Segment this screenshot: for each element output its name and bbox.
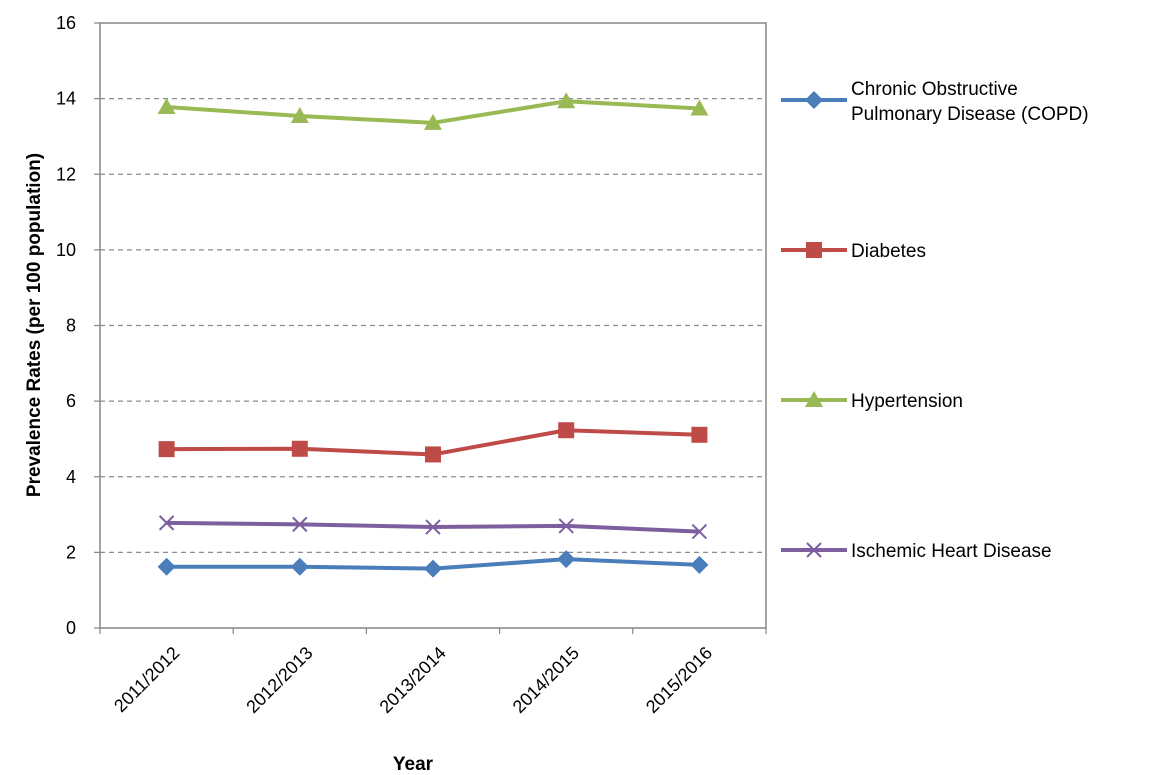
legend-item: Hypertension bbox=[781, 391, 963, 412]
legend-label: Ischemic Heart Disease bbox=[851, 541, 1052, 562]
data-point bbox=[158, 515, 175, 531]
gridlines bbox=[100, 98, 766, 553]
data-point bbox=[424, 559, 442, 578]
x-axis-title: Year bbox=[393, 754, 434, 775]
data-point bbox=[157, 557, 176, 576]
y-tick-label: 16 bbox=[56, 13, 76, 33]
x-tick-label: 2011/2012 bbox=[110, 643, 183, 716]
x-tick-label: 2013/2014 bbox=[376, 643, 450, 717]
data-point bbox=[425, 519, 441, 535]
data-point bbox=[691, 523, 708, 540]
legend-marker bbox=[805, 91, 823, 109]
data-point bbox=[424, 113, 442, 130]
x-tick-label: 2012/2013 bbox=[242, 643, 316, 717]
legend-label: Chronic Obstructive bbox=[851, 79, 1018, 100]
legend-marker bbox=[806, 542, 822, 558]
y-tick-label: 14 bbox=[56, 89, 76, 109]
legend-marker bbox=[806, 242, 822, 258]
data-point bbox=[690, 99, 709, 116]
y-tick-label: 0 bbox=[66, 618, 76, 638]
data-point bbox=[425, 446, 441, 463]
y-tick-label: 2 bbox=[66, 542, 76, 562]
y-tick-label: 10 bbox=[56, 240, 76, 260]
data-point bbox=[558, 518, 574, 534]
data-point bbox=[557, 550, 576, 569]
data-point bbox=[290, 557, 309, 576]
series-2 bbox=[157, 92, 709, 130]
legend-marker bbox=[805, 391, 823, 407]
data-point bbox=[158, 441, 175, 458]
legend-label: Hypertension bbox=[851, 391, 963, 412]
legend-item: Ischemic Heart Disease bbox=[781, 541, 1052, 562]
series-group bbox=[157, 92, 709, 578]
y-tick-label: 12 bbox=[56, 164, 76, 184]
legend-item: Diabetes bbox=[781, 241, 926, 262]
series-0 bbox=[157, 550, 709, 578]
y-tick-label: 4 bbox=[66, 467, 76, 487]
y-axis-title: Prevalence Rates (per 100 population) bbox=[24, 153, 45, 497]
series-1 bbox=[158, 422, 708, 463]
x-tick-label: 2014/2015 bbox=[509, 643, 583, 717]
data-point bbox=[292, 516, 308, 533]
data-point bbox=[290, 107, 309, 124]
legend-label: Diabetes bbox=[851, 241, 926, 262]
y-tick-label: 6 bbox=[66, 391, 76, 411]
y-axis-ticks: 0 2 4 6 8 10 12 14 16 bbox=[56, 13, 100, 638]
y-tick-label: 8 bbox=[66, 316, 76, 336]
series-3 bbox=[158, 515, 708, 540]
legend-label: Pulmonary Disease (COPD) bbox=[851, 104, 1089, 125]
data-point bbox=[691, 426, 708, 443]
data-point bbox=[557, 92, 576, 109]
x-axis-ticks: 2011/2012 2012/2013 2013/2014 2014/2015 2015… bbox=[99, 628, 767, 717]
data-point bbox=[558, 422, 575, 439]
legend: Chronic Obstructive Pulmonary Disease (CO… bbox=[781, 79, 1089, 562]
x-tick-label: 2015/2016 bbox=[642, 643, 716, 717]
data-point bbox=[291, 440, 308, 457]
legend-item: Chronic Obstructive Pulmonary Disease (CO… bbox=[781, 79, 1089, 125]
data-point bbox=[690, 555, 709, 574]
data-point bbox=[157, 97, 176, 114]
